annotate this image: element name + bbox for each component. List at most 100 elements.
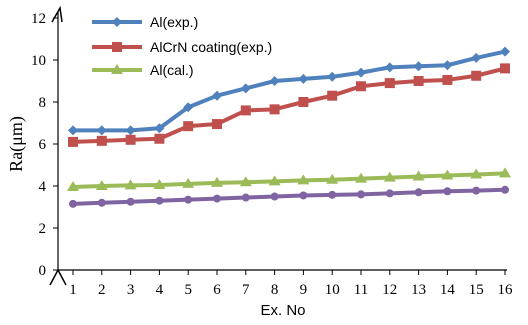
data-point [184,195,193,204]
y-axis-arrow [51,5,63,23]
legend-item: AlCrN coating(exp.) [92,39,272,55]
x-tick-label: 1 [69,282,77,298]
data-point [442,74,453,85]
data-point [240,105,251,116]
x-ticks: 1 2 3 4 5 6 7 8 9 10 11 12 13 14 15 16 [69,270,513,298]
data-point [126,197,135,206]
x-tick-label: 4 [156,282,164,298]
legend-label: AlCrN coating(exp.) [150,39,272,55]
x-tick-label: 8 [271,282,279,298]
legend-label: Al(cal.) [150,62,194,78]
series-4 [69,185,509,208]
data-point [95,180,108,190]
data-point [299,191,308,200]
data-point [240,83,251,94]
data-point [443,187,452,196]
x-axis-label: Ex. No [260,302,305,319]
series-2 [68,63,510,147]
data-point [155,196,164,205]
data-point [384,78,395,89]
series-line [73,49,506,133]
data-point [183,121,194,132]
data-point [96,125,107,136]
data-point [124,179,137,190]
data-point [500,46,510,57]
data-point [357,190,365,199]
data-point [96,135,107,146]
data-point [269,76,280,86]
data-point [327,71,338,82]
data-point [298,97,309,107]
x-tick-label: 11 [354,282,368,298]
data-point [211,176,223,187]
data-point [441,169,454,180]
data-point [69,199,77,208]
data-point [500,63,510,74]
series-1 [68,46,510,136]
y-tick-label: 10 [31,53,46,69]
data-point [68,136,78,147]
data-point [212,90,222,101]
legend-item: Al(exp.) [92,14,198,30]
data-point [326,173,339,184]
series-line [72,171,506,190]
data-point [412,170,425,181]
y-tick-label: 2 [39,221,47,237]
data-point [470,168,483,179]
x-tick-label: 6 [213,282,221,298]
data-point [97,198,106,207]
data-point [356,81,366,92]
data-point [383,171,396,182]
data-point [239,176,252,187]
y-tick-label: 12 [31,11,46,27]
data-point [212,119,222,130]
x-tick-label: 2 [98,282,106,298]
data-point [327,90,338,101]
data-point [268,175,281,186]
data-point [471,70,482,81]
y-ticks: 0 2 4 6 8 10 12 [31,11,58,279]
data-point [355,172,367,183]
data-point [68,125,78,136]
legend-item: Al(cal.) [92,62,194,78]
legend-swatch-marker [111,64,123,74]
data-point [182,177,195,188]
data-point [125,134,136,145]
series [67,46,511,208]
series-line [72,66,506,144]
data-point [384,62,395,73]
x-tick-label: 12 [382,282,397,298]
data-point [501,185,509,194]
series-3 [67,167,511,192]
data-point [499,167,511,178]
series-line [72,187,506,206]
data-point [413,61,424,72]
x-tick-label: 7 [242,282,250,298]
data-point [297,174,310,185]
data-point [413,76,424,86]
data-point [125,125,136,136]
x-tick-label: 10 [325,282,340,298]
data-point [356,67,366,78]
x-tick-label: 16 [498,282,514,298]
y-tick-label: 6 [39,137,47,153]
data-point [472,186,481,195]
data-point [270,192,279,201]
data-point [269,104,280,115]
x-tick-label: 3 [127,282,135,298]
x-tick-label: 9 [300,282,308,298]
x-tick-label: 15 [469,282,484,298]
y-tick-label: 8 [39,95,47,111]
data-point [67,181,79,192]
x-axis-arrow [49,268,67,286]
data-point [153,178,166,189]
x-tick-label: 13 [411,282,426,298]
legend-swatch-marker [112,17,122,27]
data-point [328,190,337,199]
legend: Al(exp.) AlCrN coating(exp.) Al(cal.) [92,14,272,78]
x-tick-label: 14 [440,282,456,298]
data-point [471,52,482,63]
data-point [154,123,165,134]
data-point [213,194,221,203]
